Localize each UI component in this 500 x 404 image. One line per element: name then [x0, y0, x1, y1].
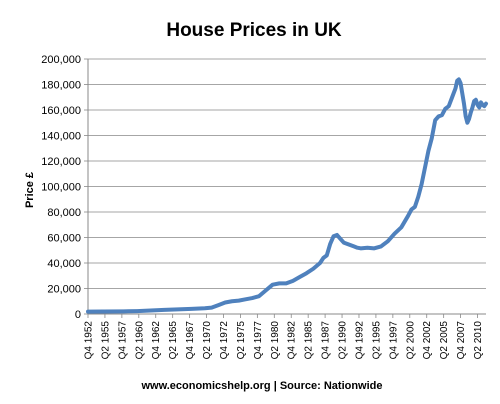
x-tick-label: Q2 2010	[473, 321, 484, 360]
y-tick-label: 160,000	[41, 105, 81, 117]
y-axis-ticks: 0 20,000 40,000 60,000 80,000 100,000 120,000 1…	[41, 54, 88, 321]
x-tick-label: Q4 1987	[321, 321, 332, 360]
y-tick-label: 100,000	[41, 182, 81, 194]
x-axis-ticks: Q4 1952 Q2 1955 Q4 1957 Q2 1960 Q4 1962 Q2 19…	[84, 314, 484, 360]
x-tick-label: Q4 1982	[287, 321, 298, 360]
series-group	[86, 77, 488, 314]
x-tick-label: Q4 1957	[117, 321, 128, 360]
y-tick-label: 140,000	[41, 131, 81, 143]
y-tick-label: 180,000	[41, 80, 81, 92]
axes	[87, 59, 486, 315]
x-tick-label: Q2 1995	[371, 321, 382, 360]
y-tick-label: 20,000	[47, 284, 81, 296]
chart-title: House Prices in UK	[166, 20, 342, 41]
y-tick-label: 120,000	[41, 156, 81, 168]
y-axis-label: Price £	[24, 172, 36, 208]
source-note: www.economicshelp.org | Source: Nationwi…	[140, 380, 382, 392]
x-tick-label: Q2 1970	[202, 321, 213, 360]
x-tick-label: Q2 1960	[134, 321, 145, 360]
x-tick-label: Q2 1965	[168, 321, 179, 360]
x-tick-label: Q4 1992	[354, 321, 365, 360]
x-tick-label: Q4 1952	[84, 321, 95, 360]
x-tick-label: Q4 1962	[151, 321, 162, 360]
y-tick-label: 0	[75, 309, 81, 321]
x-tick-label: Q2 1985	[304, 321, 315, 360]
y-tick-label: 40,000	[47, 258, 81, 270]
gridlines	[88, 58, 486, 289]
y-tick-label: 200,000	[41, 54, 81, 66]
x-tick-label: Q4 2002	[422, 321, 433, 360]
x-tick-label: Q2 2000	[405, 321, 416, 360]
x-tick-label: Q2 1955	[100, 321, 111, 360]
x-tick-label: Q4 1997	[388, 321, 399, 360]
x-tick-label: Q4 2007	[456, 321, 467, 360]
x-tick-label: Q2 1980	[270, 321, 281, 360]
x-tick-label: Q2 1975	[236, 321, 247, 360]
y-tick-label: 80,000	[47, 207, 81, 219]
price-series-line	[86, 77, 488, 314]
x-tick-label: Q4 1977	[253, 321, 264, 360]
x-tick-label: Q2 1990	[338, 321, 349, 360]
y-tick-label: 60,000	[47, 233, 81, 245]
x-tick-label: Q4 1972	[219, 321, 230, 360]
x-tick-label: Q2 2005	[439, 321, 450, 360]
x-tick-label: Q4 1967	[185, 321, 196, 360]
